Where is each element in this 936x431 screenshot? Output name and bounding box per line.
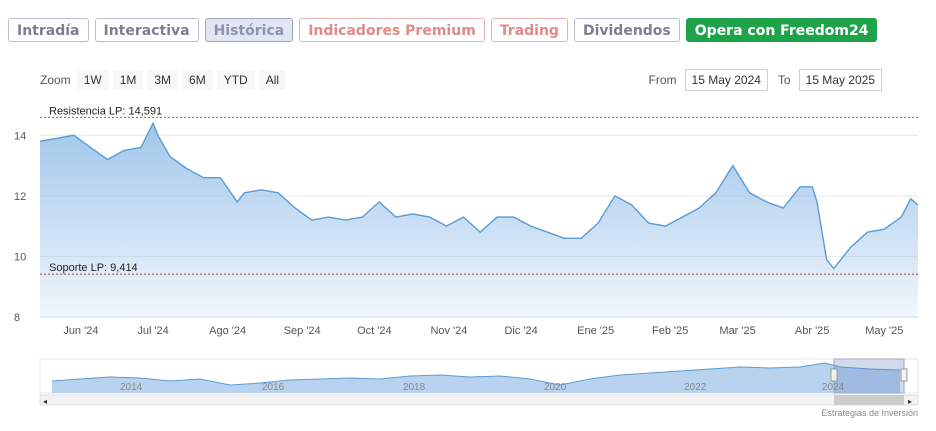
x-tick-label: Sep '24 — [284, 325, 321, 337]
credit-label: Estrategias de Inversión — [821, 408, 918, 418]
navigator[interactable]: 2014 2016 2018 2020 2022 2024 ◂ ▸ — [0, 355, 936, 410]
tab-intradia[interactable]: Intradía — [8, 18, 89, 42]
y-tick-label: 12 — [14, 191, 26, 203]
tab-indicadores-premium[interactable]: Indicadores Premium — [299, 18, 485, 42]
navigator-tick-label: 2022 — [684, 382, 707, 393]
y-tick-label: 14 — [14, 130, 26, 142]
y-tick-label: 8 — [14, 312, 20, 324]
to-label: To — [777, 73, 791, 87]
navigator-tick-label: 2014 — [120, 382, 143, 393]
x-tick-label: May '25 — [865, 325, 903, 337]
resistance-label: Resistencia LP: 14,591 — [49, 105, 162, 117]
date-range: From 15 May 2024 To 15 May 2025 — [649, 69, 882, 91]
from-label: From — [648, 73, 677, 87]
navigator-handle-right — [900, 368, 908, 382]
price-line — [39, 121, 919, 270]
x-tick-label: Oct '24 — [357, 325, 392, 337]
x-tick-label: Jul '24 — [137, 325, 168, 337]
support-label: Soporte LP: 9,414 — [49, 262, 138, 274]
price-chart: 8 10 12 14 Jun '24 Jul '24 Ago '24 Sep '24 Oct '… — [14, 105, 919, 337]
from-date-input[interactable]: 15 May 2024 — [684, 69, 768, 91]
chart-tabs: Intradía Interactiva Histórica Indicador… — [8, 18, 878, 42]
zoom-all-button[interactable]: All — [258, 70, 287, 90]
tab-trading[interactable]: Trading — [490, 18, 568, 42]
scrollbar-thumb — [834, 395, 904, 405]
navigator-window — [833, 358, 905, 394]
tab-historica[interactable]: Histórica — [204, 18, 294, 42]
y-tick-label: 10 — [14, 251, 26, 263]
zoom-controls: Zoom 1W 1M 3M 6M YTD All — [40, 70, 290, 90]
zoom-6m-button[interactable]: 6M — [182, 70, 213, 90]
navigator-tick-label: 2024 — [822, 382, 845, 393]
navigator-handle-left — [830, 368, 838, 382]
to-date-input[interactable]: 15 May 2025 — [798, 69, 882, 91]
zoom-label: Zoom — [40, 73, 71, 87]
x-tick-label: Ago '24 — [209, 325, 246, 337]
navigator-line — [51, 362, 901, 386]
zoom-1w-button[interactable]: 1W — [76, 70, 109, 90]
x-tick-label: Dic '24 — [504, 325, 537, 337]
x-tick-label: Mar '25 — [719, 325, 755, 337]
zoom-ytd-button[interactable]: YTD — [216, 70, 255, 90]
navigator-tick-label: 2016 — [262, 382, 285, 393]
x-tick-label: Jun '24 — [63, 325, 98, 337]
scroll-right-arrow-icon: ▸ — [908, 397, 912, 406]
x-tick-label: Abr '25 — [795, 325, 830, 337]
opera-freedom24-button[interactable]: Opera con Freedom24 — [685, 18, 878, 42]
x-tick-label: Nov '24 — [430, 325, 467, 337]
price-area — [40, 123, 918, 317]
zoom-3m-button[interactable]: 3M — [147, 70, 179, 90]
scroll-left-arrow-icon: ◂ — [43, 397, 47, 406]
x-tick-label: Ene '25 — [577, 325, 614, 337]
zoom-1m-button[interactable]: 1M — [112, 70, 144, 90]
navigator-tick-label: 2020 — [544, 382, 567, 393]
navigator-tick-label: 2018 — [403, 382, 426, 393]
tab-interactiva[interactable]: Interactiva — [94, 18, 199, 42]
scrollbar-track — [39, 394, 919, 406]
x-tick-label: Feb '25 — [652, 325, 688, 337]
tab-dividendos[interactable]: Dividendos — [573, 18, 680, 42]
